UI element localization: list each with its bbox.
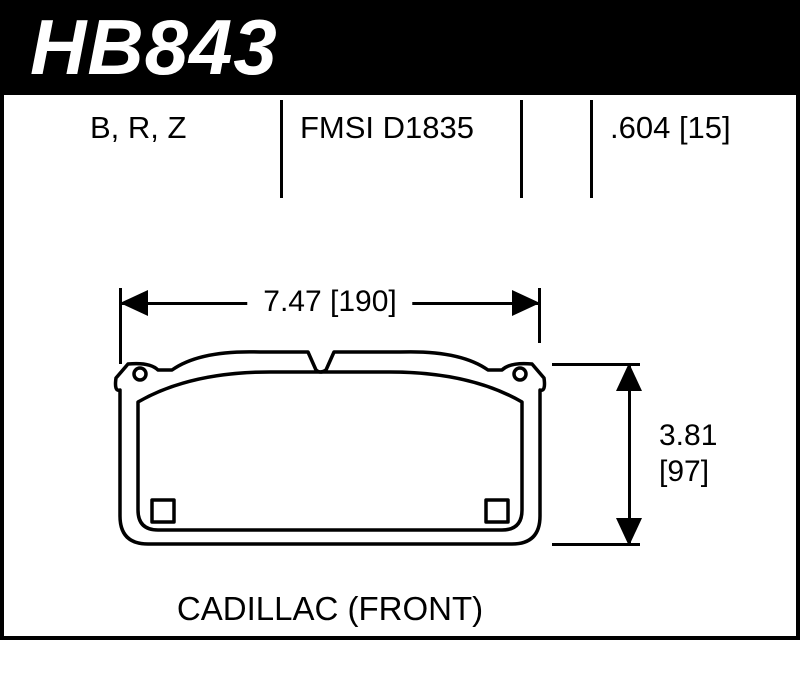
- divider: [590, 100, 593, 198]
- divider: [520, 100, 523, 198]
- divider: [280, 100, 283, 198]
- brake-pad-outline: [110, 340, 550, 550]
- spec-compounds: B, R, Z: [90, 110, 186, 146]
- application-label: CADILLAC (FRONT): [0, 590, 660, 628]
- spec-row: B, R, Z FMSI D1835 .604 [15]: [0, 110, 800, 200]
- height-dimension: 3.81 [97]: [615, 363, 645, 546]
- height-label: 3.81 [97]: [659, 418, 717, 490]
- spec-fmsi: FMSI D1835: [300, 110, 474, 146]
- header-bar: HB843: [0, 0, 800, 95]
- width-dimension: 7.47 [190]: [120, 288, 540, 318]
- width-label: 7.47 [190]: [247, 285, 412, 319]
- part-number: HB843: [30, 2, 278, 93]
- spec-thickness: .604 [15]: [610, 110, 731, 146]
